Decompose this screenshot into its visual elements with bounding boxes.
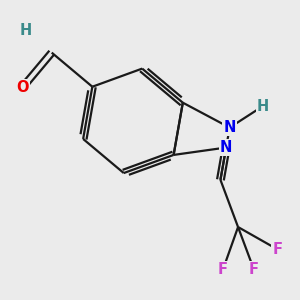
Text: H: H (257, 98, 269, 113)
Text: O: O (16, 80, 29, 95)
Text: F: F (272, 242, 282, 257)
Text: N: N (220, 140, 232, 155)
Text: F: F (249, 262, 259, 277)
Text: H: H (19, 23, 32, 38)
Text: N: N (224, 120, 236, 135)
Text: F: F (218, 262, 228, 277)
